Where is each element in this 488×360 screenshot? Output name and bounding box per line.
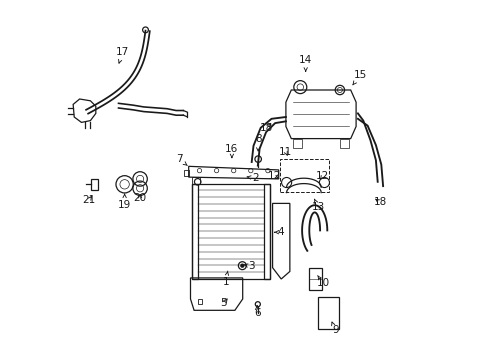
Text: 12: 12 [267,171,281,181]
Circle shape [240,264,244,268]
Text: 7: 7 [175,154,187,166]
Bar [279,159,329,192]
Text: 17: 17 [116,47,129,63]
Bar [339,139,348,148]
Text: 13: 13 [311,199,324,212]
Text: 10: 10 [316,275,329,288]
Text: 9: 9 [331,322,338,336]
Bar [192,184,198,279]
Text: 6: 6 [253,305,260,318]
Text: 18: 18 [373,197,386,207]
Text: 14: 14 [299,55,312,71]
Bar [91,179,98,190]
Text: 1: 1 [222,271,228,287]
Text: 15: 15 [352,70,366,85]
Bar [191,177,199,184]
Text: 5: 5 [220,298,227,308]
Bar [318,297,339,329]
Bar [309,268,321,290]
Text: 8: 8 [254,134,261,151]
Bar [184,170,188,176]
Text: 12: 12 [315,171,328,181]
Text: 2: 2 [246,173,259,183]
Text: 19: 19 [118,194,131,210]
Text: 20: 20 [133,193,146,203]
Bar [292,139,302,148]
Bar [197,299,202,304]
Text: 18: 18 [260,123,273,133]
Bar [264,184,269,279]
Text: 21: 21 [82,195,96,205]
Bar [192,184,269,279]
Text: 3: 3 [244,261,254,271]
Text: 11: 11 [279,147,292,157]
Text: 4: 4 [274,227,283,237]
Text: 16: 16 [225,144,238,158]
